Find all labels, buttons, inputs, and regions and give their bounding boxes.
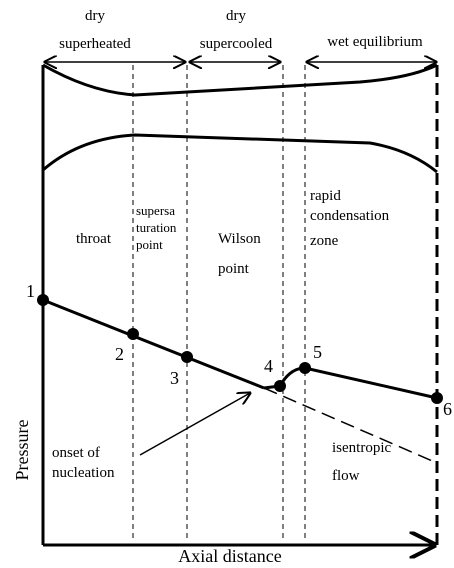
- annotation: isentropic: [332, 440, 391, 456]
- onset-arrow: [139, 393, 250, 456]
- nozzle-top: [42, 63, 438, 97]
- region-label: condensation: [310, 208, 390, 224]
- zone-label: dry: [226, 8, 246, 24]
- point: [181, 351, 193, 363]
- annotation: flow: [332, 468, 360, 484]
- point: [127, 328, 139, 340]
- region-label: turation: [136, 220, 177, 235]
- point-label: 1: [26, 281, 35, 301]
- annotation: nucleation: [52, 465, 115, 481]
- point: [299, 362, 311, 374]
- annotation: onset of: [52, 445, 100, 461]
- nozzle-bottom: [42, 133, 438, 174]
- y-axis-label: Pressure: [12, 420, 32, 481]
- pressure-line: [263, 366, 438, 400]
- zone-label: dry: [85, 8, 105, 24]
- point-label: 4: [264, 356, 273, 376]
- region-label: throat: [76, 231, 112, 247]
- pressure-line: [42, 298, 265, 390]
- point-label: 3: [170, 368, 179, 388]
- point: [37, 294, 49, 306]
- point: [431, 392, 443, 404]
- region-label: Wilson: [218, 231, 261, 247]
- region-label: supersa: [136, 203, 175, 218]
- region-label: point: [136, 237, 163, 252]
- point: [274, 380, 286, 392]
- region-label: point: [218, 261, 250, 277]
- region-label: zone: [310, 233, 339, 249]
- point-label: 2: [115, 344, 124, 364]
- zone-label: superheated: [59, 36, 131, 52]
- x-axis-label: Axial distance: [178, 546, 281, 566]
- zone-label: supercooled: [200, 36, 273, 52]
- zone-label: wet equilibrium: [327, 34, 423, 50]
- point-label: 6: [443, 399, 452, 419]
- point-label: 5: [313, 342, 322, 362]
- region-label: rapid: [310, 188, 341, 204]
- isentropic-line: [263, 387, 438, 464]
